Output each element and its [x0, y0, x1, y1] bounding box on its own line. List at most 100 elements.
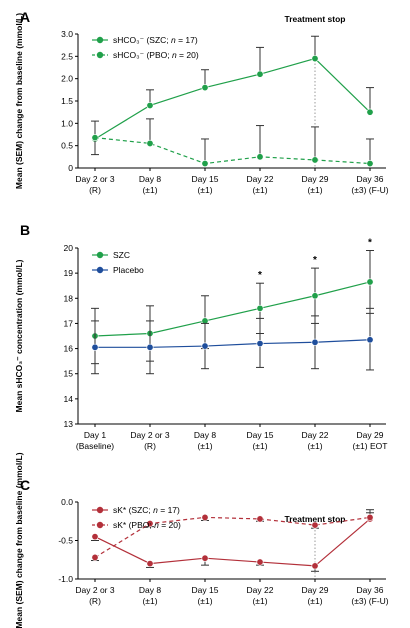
data-point: [256, 153, 264, 161]
x-tick-label: Day 36: [357, 174, 384, 184]
data-point: [256, 70, 264, 78]
legend-swatch-marker: [96, 521, 104, 529]
y-tick-label: -1.0: [58, 574, 73, 584]
legend-swatch-marker: [96, 506, 104, 514]
y-tick-label: 3.0: [61, 29, 73, 39]
x-tick-label: Day 15: [247, 430, 274, 440]
x-tick-label: Day 22: [302, 430, 329, 440]
y-tick-label: 1.5: [61, 96, 73, 106]
x-tick-label: (±1) EOT: [353, 441, 388, 451]
legend-swatch-marker: [96, 266, 104, 274]
data-point: [366, 513, 374, 521]
treatment-stop-label: Treatment stop: [285, 514, 346, 524]
y-tick-label: 18: [64, 293, 74, 303]
x-tick-label: Day 2 or 3: [130, 430, 169, 440]
y-axis-label: Mean (SEM) change from baseline (mmol/L): [14, 452, 24, 628]
panel-letter: A: [20, 9, 30, 25]
y-axis-label: Mean (SEM) change from baseline (mmol/L): [14, 13, 24, 189]
data-point: [201, 160, 209, 168]
y-tick-label: -0.5: [58, 536, 73, 546]
legend-label: sHCO₃⁻ (SZC; n = 17): [113, 35, 198, 45]
legend-swatch-marker: [96, 251, 104, 259]
x-tick-label: Day 36: [357, 585, 384, 595]
data-point: [311, 338, 319, 346]
data-point: [366, 108, 374, 116]
x-tick-label: (±1): [307, 596, 322, 606]
x-tick-label: (Baseline): [76, 441, 114, 451]
series-line: [94, 518, 371, 567]
y-tick-label: 15: [64, 369, 74, 379]
series-line: [94, 57, 371, 140]
x-tick-label: Day 8: [139, 174, 161, 184]
y-tick-label: 0: [68, 163, 73, 173]
x-tick-label: Day 22: [247, 585, 274, 595]
x-tick-label: Day 15: [192, 585, 219, 595]
panel-letter: B: [20, 222, 30, 238]
chart-panel-B: B 13 14 15 16 17 18 19 20 Day 1(Baseline) Day 2 or…: [14, 222, 387, 451]
data-point: [256, 515, 264, 523]
data-point: [91, 343, 99, 351]
panel-letter: C: [20, 477, 30, 493]
x-tick-label: Day 22: [247, 174, 274, 184]
y-tick-label: 1.0: [61, 118, 73, 128]
x-tick-label: Day 1: [84, 430, 106, 440]
y-tick-label: 20: [64, 243, 74, 253]
x-tick-label: (±1): [142, 185, 157, 195]
x-tick-label: Day 29: [302, 174, 329, 184]
y-tick-label: 2.5: [61, 51, 73, 61]
data-point: [311, 156, 319, 164]
x-tick-label: Day 29: [357, 430, 384, 440]
legend-label: sK* (PBO; n = 20): [113, 520, 181, 530]
x-tick-label: Day 15: [192, 174, 219, 184]
legend-label: SZC: [113, 250, 130, 260]
series-line: [94, 281, 371, 337]
x-tick-label: Day 2 or 3: [75, 585, 114, 595]
x-tick-label: (±1): [197, 185, 212, 195]
data-point: [91, 533, 99, 541]
y-tick-label: 2.0: [61, 74, 73, 84]
x-tick-label: Day 2 or 3: [75, 174, 114, 184]
data-point: [256, 340, 264, 348]
legend-label: sHCO₃⁻ (PBO; n = 20): [113, 50, 199, 60]
legend-label: Placebo: [113, 265, 144, 275]
x-tick-label: (R): [89, 596, 101, 606]
legend-label: sK* (SZC; n = 17): [113, 505, 180, 515]
y-tick-label: 14: [64, 394, 74, 404]
y-tick-label: 13: [64, 419, 74, 429]
data-point: [146, 139, 154, 147]
y-tick-label: 19: [64, 268, 74, 278]
legend-swatch-marker: [96, 36, 104, 44]
data-point: [146, 520, 154, 528]
series-line: [95, 339, 371, 348]
x-tick-label: (R): [89, 185, 101, 195]
data-point: [201, 342, 209, 350]
data-point: [201, 84, 209, 92]
x-tick-label: (±1): [252, 185, 267, 195]
significance-marker: *: [313, 255, 317, 266]
x-tick-label: Day 8: [139, 585, 161, 595]
data-point: [256, 558, 264, 566]
x-tick-label: Day 8: [194, 430, 216, 440]
significance-marker: *: [368, 238, 372, 249]
y-tick-label: 16: [64, 344, 74, 354]
data-point: [311, 521, 319, 529]
x-tick-label: (±3) (F-U): [351, 185, 388, 195]
x-tick-label: (±1): [307, 441, 322, 451]
x-tick-label: Day 29: [302, 585, 329, 595]
x-tick-label: (±1): [307, 185, 322, 195]
data-point: [146, 560, 154, 568]
data-point: [91, 553, 99, 561]
legend-swatch-marker: [96, 51, 104, 59]
data-point: [366, 336, 374, 344]
x-tick-label: (±1): [252, 441, 267, 451]
data-point: [146, 101, 154, 109]
x-tick-label: (R): [144, 441, 156, 451]
treatment-stop-label: Treatment stop: [285, 14, 346, 24]
data-point: [311, 55, 319, 63]
series-line: [94, 516, 371, 558]
y-tick-label: 0.5: [61, 141, 73, 151]
series-line: [94, 137, 371, 165]
data-point: [311, 292, 319, 300]
